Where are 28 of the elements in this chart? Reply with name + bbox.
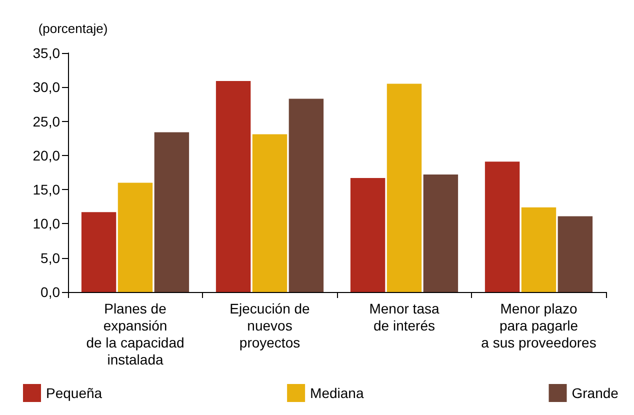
y-tick-label: 30,0 — [32, 79, 60, 96]
bar — [216, 80, 251, 292]
bar — [484, 162, 520, 292]
bar — [521, 207, 556, 292]
y-tick-label: 0,0 — [40, 284, 60, 300]
bar — [558, 216, 593, 292]
y-axis-title: (porcentaje) — [38, 21, 108, 36]
bar — [154, 132, 190, 292]
y-tick-label: 5,0 — [40, 250, 60, 266]
bar — [386, 84, 422, 292]
bar — [288, 98, 324, 292]
y-tick-label: 10,0 — [32, 216, 60, 232]
bar — [423, 174, 458, 292]
bar — [118, 182, 153, 292]
legend-label: Grande — [572, 385, 619, 401]
bar — [81, 212, 116, 292]
x-tick-label: Ejecución de nuevos proyectos — [230, 300, 310, 350]
x-tick-label: Planes de expansión de la capacidad instalada — [86, 300, 184, 368]
y-tick-label: 15,0 — [32, 182, 60, 198]
bar — [252, 134, 288, 292]
x-tick-label: Menor plazo para pagarle a sus proveedores — [481, 300, 596, 350]
y-tick-label: 20,0 — [32, 147, 60, 164]
legend-label: Pequeña — [46, 385, 102, 401]
bar — [350, 178, 386, 292]
legend-label: Mediana — [310, 385, 364, 401]
y-tick-label: 35,0 — [32, 45, 60, 61]
x-tick-label: Menor tasa de interés — [369, 300, 440, 334]
y-tick-label: 25,0 — [32, 113, 60, 130]
